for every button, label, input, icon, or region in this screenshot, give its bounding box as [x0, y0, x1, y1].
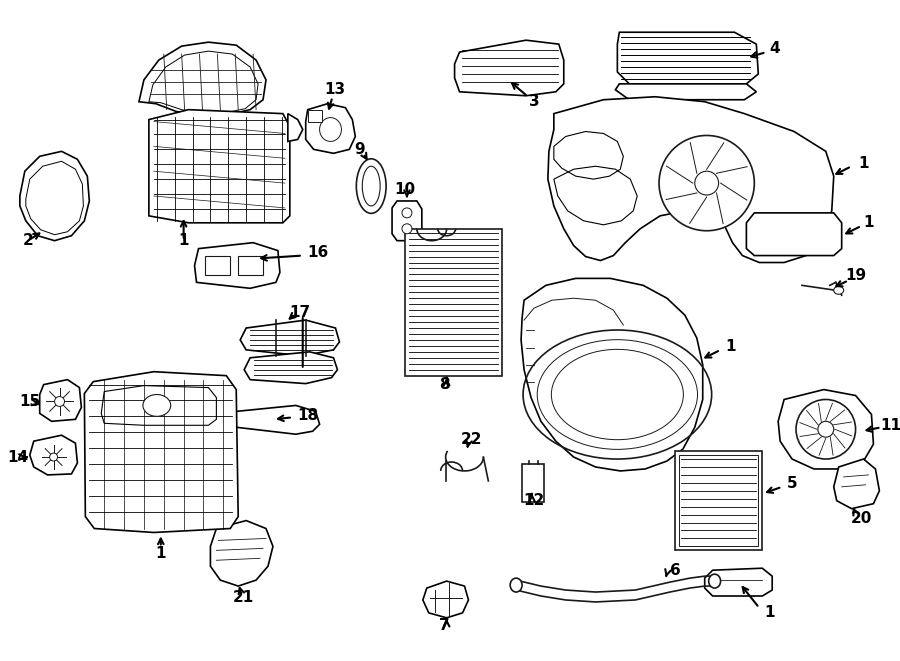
Polygon shape	[231, 405, 320, 434]
Polygon shape	[40, 379, 81, 421]
Bar	[238, 256, 263, 276]
Polygon shape	[288, 114, 302, 141]
Bar	[405, 229, 502, 375]
Polygon shape	[85, 371, 238, 533]
Polygon shape	[705, 568, 772, 596]
Polygon shape	[148, 110, 290, 223]
Polygon shape	[423, 581, 469, 618]
Polygon shape	[30, 435, 77, 475]
Ellipse shape	[320, 118, 341, 141]
Text: 15: 15	[19, 394, 40, 409]
Text: 3: 3	[528, 95, 539, 109]
Text: 9: 9	[354, 142, 364, 157]
Polygon shape	[833, 459, 879, 509]
Bar	[522, 464, 544, 502]
Text: 12: 12	[524, 493, 544, 508]
Polygon shape	[20, 151, 89, 241]
Ellipse shape	[402, 208, 412, 218]
Polygon shape	[240, 320, 339, 356]
Polygon shape	[244, 352, 338, 383]
Text: 7: 7	[439, 618, 450, 633]
Text: 18: 18	[297, 408, 319, 423]
Polygon shape	[454, 40, 563, 96]
Polygon shape	[194, 243, 280, 288]
Text: 21: 21	[232, 590, 254, 605]
Text: 1: 1	[764, 605, 775, 621]
Ellipse shape	[143, 395, 171, 416]
Text: 1: 1	[863, 215, 874, 230]
Bar	[679, 455, 759, 547]
Text: 1: 1	[725, 339, 736, 354]
Text: 1: 1	[859, 156, 868, 171]
Polygon shape	[26, 161, 84, 235]
Polygon shape	[746, 213, 842, 256]
Polygon shape	[211, 521, 273, 586]
Text: 5: 5	[787, 477, 797, 491]
Text: 4: 4	[769, 40, 779, 56]
Text: 8: 8	[439, 377, 450, 392]
Text: 1: 1	[178, 233, 189, 248]
Bar	[205, 256, 230, 276]
Polygon shape	[616, 84, 756, 100]
Ellipse shape	[708, 574, 721, 588]
Text: 19: 19	[845, 268, 866, 283]
Circle shape	[796, 399, 856, 459]
Polygon shape	[521, 278, 703, 471]
Polygon shape	[548, 97, 833, 262]
Text: 1: 1	[156, 546, 166, 561]
Ellipse shape	[402, 224, 412, 234]
Circle shape	[50, 453, 58, 461]
Polygon shape	[778, 389, 873, 469]
Bar	[308, 110, 321, 122]
Text: 16: 16	[307, 245, 328, 260]
Text: 20: 20	[850, 511, 872, 526]
Text: 6: 6	[670, 563, 680, 578]
Text: 14: 14	[7, 449, 29, 465]
Text: 22: 22	[461, 432, 482, 447]
Circle shape	[818, 421, 833, 437]
Polygon shape	[139, 42, 266, 116]
Ellipse shape	[356, 159, 386, 214]
Circle shape	[55, 397, 65, 407]
Circle shape	[659, 136, 754, 231]
Circle shape	[695, 171, 718, 195]
Bar	[675, 451, 762, 551]
Text: 17: 17	[289, 305, 310, 320]
Text: 10: 10	[394, 182, 416, 196]
Polygon shape	[306, 104, 356, 153]
Text: 2: 2	[22, 233, 33, 248]
Polygon shape	[617, 32, 759, 84]
Text: 11: 11	[881, 418, 900, 433]
Ellipse shape	[363, 166, 380, 206]
Text: 13: 13	[324, 83, 345, 97]
Ellipse shape	[833, 286, 843, 294]
Ellipse shape	[510, 578, 522, 592]
Polygon shape	[392, 201, 422, 241]
